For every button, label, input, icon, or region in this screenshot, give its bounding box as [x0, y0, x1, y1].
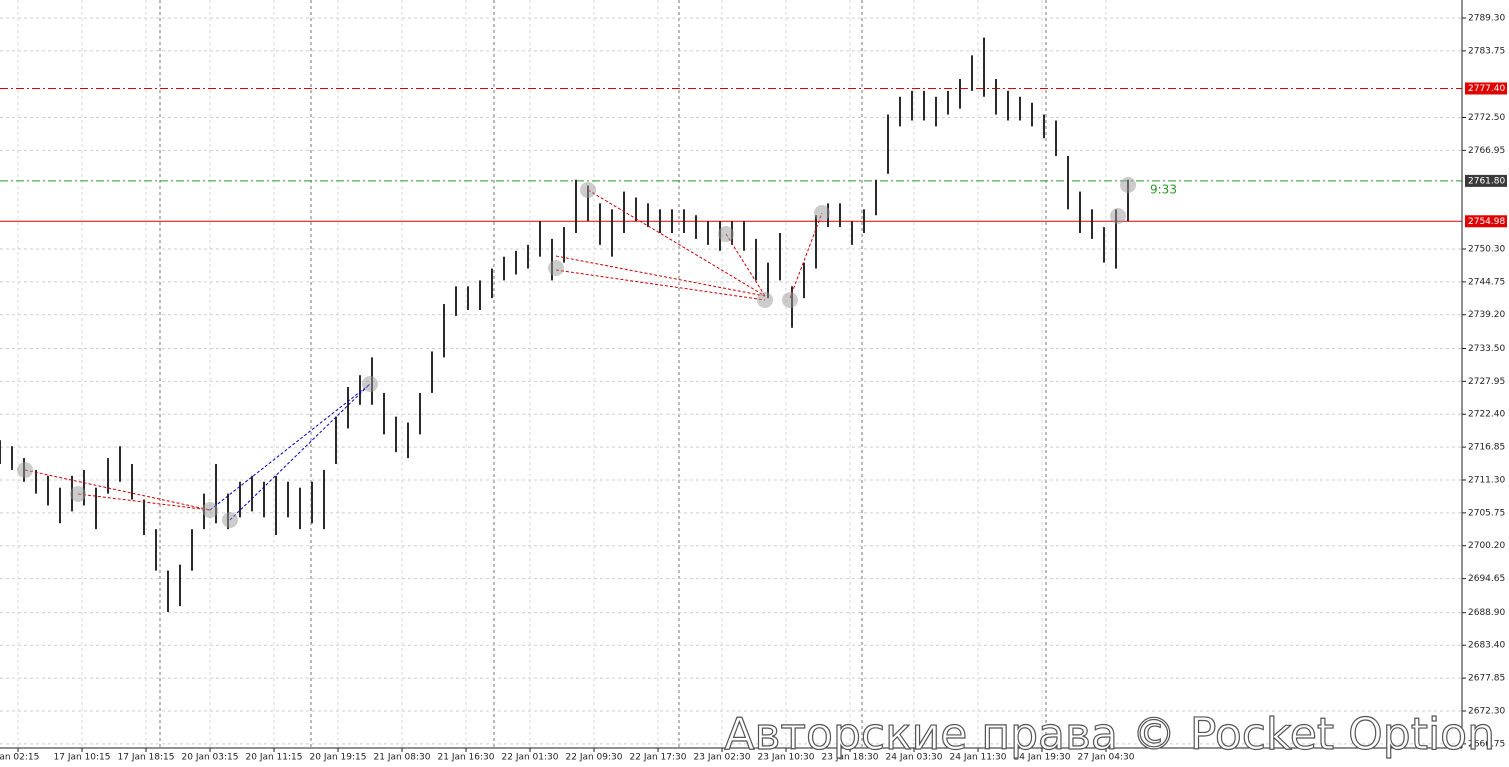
x-tick-label: 20 Jan 11:15 — [246, 753, 303, 763]
price-level-label: 2754.98 — [1468, 217, 1505, 227]
y-tick-label: 2739.20 — [1468, 310, 1505, 320]
trade-link — [229, 383, 371, 521]
y-tick-label: 2688.90 — [1468, 608, 1505, 618]
y-tick-label: 2677.85 — [1468, 674, 1505, 684]
trade-point — [814, 205, 830, 221]
x-tick-label: Jan 02:15 — [0, 753, 39, 763]
period-separators — [159, 0, 1047, 748]
y-tick-label: 2700.20 — [1468, 541, 1505, 551]
trade-link — [77, 493, 211, 511]
grid-layer — [0, 0, 1466, 752]
trade-point — [580, 182, 596, 198]
trade-point — [1120, 177, 1136, 193]
x-tick-label: 23 Jan 10:30 — [758, 753, 815, 763]
price-level-label: 2761.80 — [1468, 176, 1505, 186]
y-tick-label: 2783.75 — [1468, 46, 1505, 56]
y-tick-label: 2716.85 — [1468, 443, 1505, 453]
watermark: Авторские права © Pocket Option — [724, 709, 1495, 760]
y-tick-label: 2750.30 — [1468, 244, 1505, 254]
y-tick-label: 2722.40 — [1468, 410, 1505, 420]
price-level-tag — [1465, 82, 1507, 95]
x-tick-label: 22 Jan 09:30 — [566, 753, 623, 763]
trade-link — [555, 255, 766, 297]
y-tick-label: 2766.95 — [1468, 146, 1505, 156]
trade-point — [782, 292, 798, 308]
trade-point — [70, 486, 86, 502]
x-tick-label: 21 Jan 16:30 — [438, 753, 495, 763]
trade-point — [548, 260, 564, 276]
x-tick-label: 20 Jan 03:15 — [182, 753, 239, 763]
x-tick-label: 17 Jan 10:15 — [54, 753, 111, 763]
y-tick-label: 2744.75 — [1468, 277, 1505, 287]
trade-markers — [17, 177, 1136, 528]
x-tick-label: 22 Jan 17:30 — [630, 753, 687, 763]
trade-point — [222, 512, 238, 528]
trade-point — [202, 502, 218, 518]
y-tick-label: 2666.75 — [1468, 739, 1505, 749]
trade-point — [757, 292, 773, 308]
y-tick-label: 2727.95 — [1468, 377, 1505, 387]
trade-point — [1110, 208, 1126, 224]
trade-link — [587, 189, 766, 297]
x-tick-label: 17 Jan 18:15 — [118, 753, 175, 763]
y-tick-label: 2694.65 — [1468, 574, 1505, 584]
price-level-label: 2777.40 — [1468, 84, 1505, 94]
trade-point — [718, 226, 734, 242]
x-tick-label: 27 Jan 04:30 — [1078, 753, 1135, 763]
x-tick-label: 22 Jan 01:30 — [502, 753, 559, 763]
y-tick-label: 2711.30 — [1468, 475, 1505, 485]
x-tick-label: 20 Jan 19:15 — [310, 753, 367, 763]
y-tick-label: 2789.30 — [1468, 14, 1505, 24]
price-level-tag — [1465, 215, 1507, 228]
trade-point — [362, 376, 378, 392]
trade-link — [555, 269, 766, 301]
trade-link — [789, 212, 823, 299]
x-tick-label: 21 Jan 08:30 — [374, 753, 431, 763]
trade-link — [725, 233, 766, 297]
labels-layer: 2789.30 2783.75 2772.50 2766.95 2750.30 2744.… — [0, 14, 1507, 763]
timer: 9:33 — [1150, 183, 1177, 197]
trade-link — [209, 383, 371, 511]
y-tick-label: 2705.75 — [1468, 508, 1505, 518]
x-tick-label: 23 Jan 02:30 — [694, 753, 751, 763]
x-tick-label: 24 Jan 11:30 — [950, 753, 1007, 763]
price-level-tag — [1465, 174, 1507, 187]
trade-link — [24, 469, 211, 511]
x-tick-label: 24 Jan 19:30 — [1014, 753, 1071, 763]
x-tick-label: 24 Jan 03:30 — [886, 753, 943, 763]
y-tick-label: 2672.30 — [1468, 706, 1505, 716]
x-tick-label: 23 Jan 18:30 — [822, 753, 879, 763]
y-tick-label: 2772.50 — [1468, 113, 1505, 123]
y-tick-label: 2733.50 — [1468, 344, 1505, 354]
trade-point — [17, 462, 33, 478]
y-tick-label: 2683.40 — [1468, 641, 1505, 651]
